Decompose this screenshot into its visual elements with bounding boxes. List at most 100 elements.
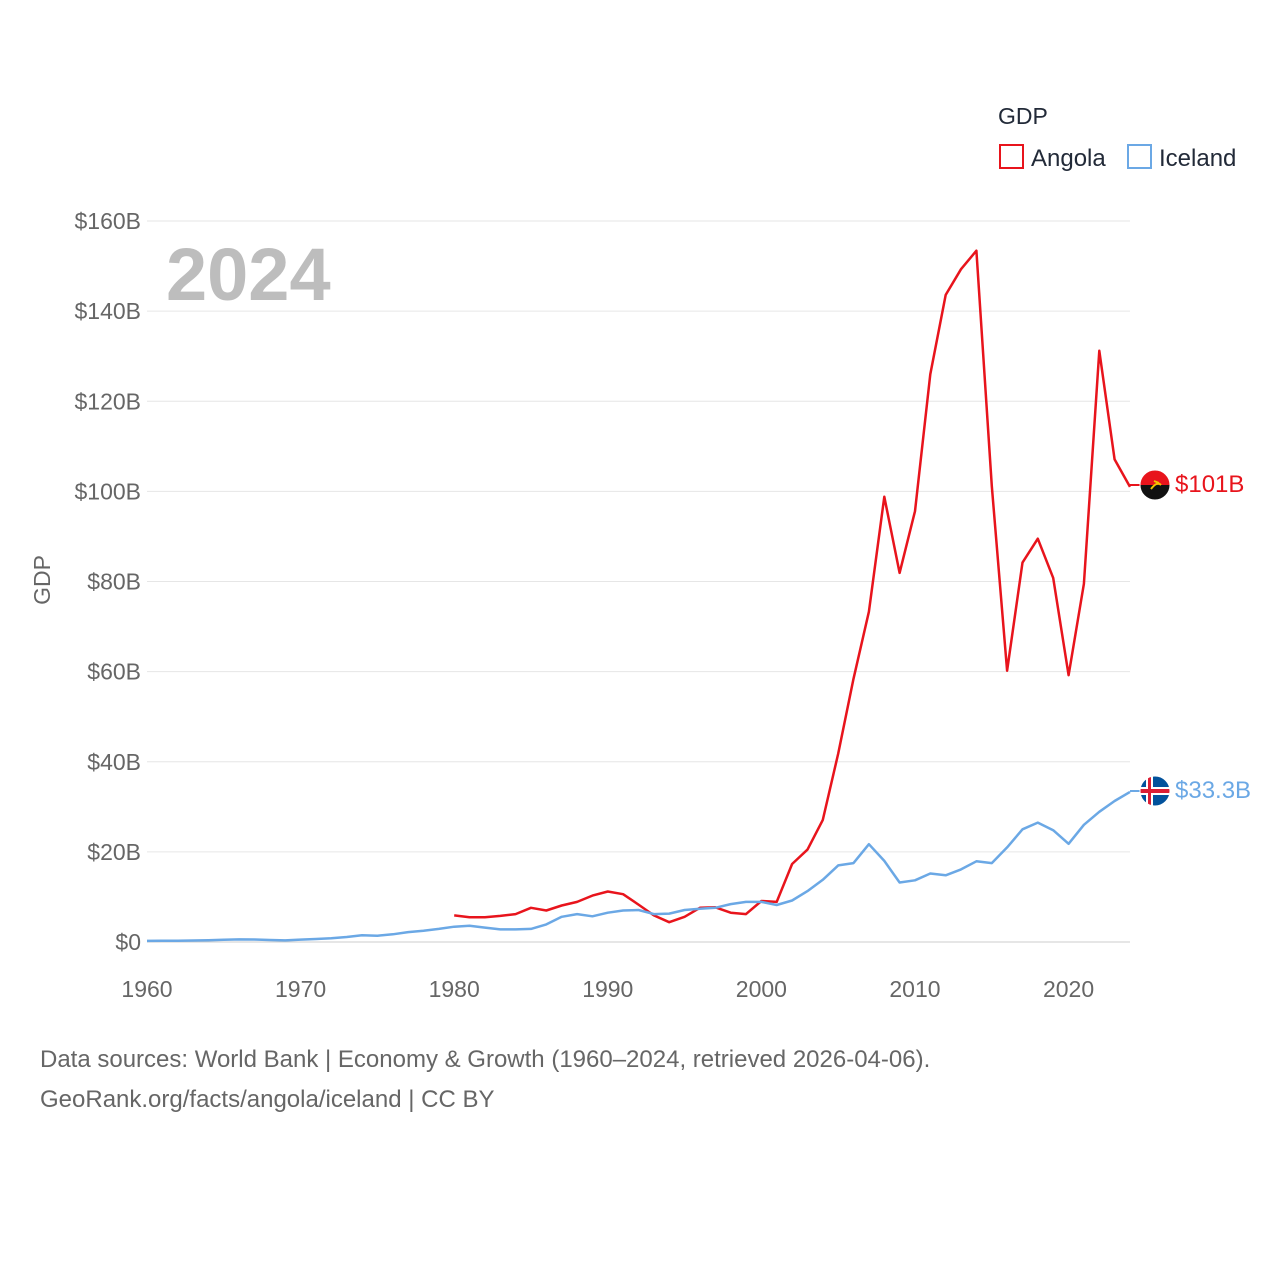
y-tick-label-60: $60B xyxy=(87,659,141,685)
data-point-iceland-2020 xyxy=(1067,843,1069,845)
data-point-iceland-1986 xyxy=(545,923,547,925)
data-point-iceland-1968 xyxy=(269,939,271,941)
y-tick-label-20: $20B xyxy=(87,839,141,865)
data-point-angola-1983 xyxy=(499,915,501,917)
data-point-iceland-1982 xyxy=(484,926,486,928)
data-point-iceland-2016 xyxy=(1006,846,1008,848)
x-axis-ticks: 1960 1970 1980 1990 2000 2010 2020 xyxy=(121,976,1094,1002)
data-point-iceland-2001 xyxy=(776,904,778,906)
data-point-angola-2001 xyxy=(776,901,778,903)
iceland-flag-ring xyxy=(1139,775,1171,807)
angola-end-label: $101B xyxy=(1175,471,1244,498)
angola-flag-ring xyxy=(1139,469,1171,501)
year-label: 2024 xyxy=(166,233,331,316)
data-point-iceland-1962 xyxy=(177,940,179,942)
x-tick-label-1960: 1960 xyxy=(121,976,172,1002)
y-axis-ticks: $0 $20B $40B $60B $80B $100B $120B $140B $160B xyxy=(74,208,141,955)
y-tick-label-160: $160B xyxy=(74,208,141,234)
data-point-angola-2002 xyxy=(791,863,793,865)
x-tick-label-1990: 1990 xyxy=(582,976,633,1002)
data-point-iceland-1971 xyxy=(315,938,317,940)
x-tick-label-2000: 2000 xyxy=(736,976,787,1002)
data-point-iceland-2009 xyxy=(898,881,900,883)
data-point-iceland-1995 xyxy=(683,909,685,911)
data-point-iceland-1970 xyxy=(299,938,301,940)
source-link-text[interactable]: GeoRank.org/facts/angola/iceland | CC BY xyxy=(40,1086,495,1113)
data-point-angola-2008 xyxy=(883,496,885,498)
data-point-iceland-2022 xyxy=(1098,811,1100,813)
data-point-iceland-1963 xyxy=(192,939,194,941)
data-point-angola-1999 xyxy=(745,913,747,915)
legend-item-iceland[interactable]: Iceland xyxy=(1127,144,1236,172)
data-point-iceland-1978 xyxy=(422,930,424,932)
data-point-iceland-1975 xyxy=(376,935,378,937)
data-point-angola-2013 xyxy=(960,268,962,270)
data-point-iceland-1993 xyxy=(653,913,655,915)
data-point-angola-1986 xyxy=(545,909,547,911)
data-point-iceland-2011 xyxy=(929,872,931,874)
data-point-iceland-2013 xyxy=(960,868,962,870)
data-point-iceland-1979 xyxy=(438,928,440,930)
data-point-iceland-1999 xyxy=(745,901,747,903)
data-point-angola-1982 xyxy=(484,916,486,918)
data-point-iceland-2003 xyxy=(806,890,808,892)
data-point-angola-1994 xyxy=(668,921,670,923)
x-tick-label-1970: 1970 xyxy=(275,976,326,1002)
data-point-angola-1992 xyxy=(637,903,639,905)
data-point-iceland-1987 xyxy=(561,916,563,918)
data-point-angola-2012 xyxy=(945,294,947,296)
y-tick-label-100: $100B xyxy=(74,478,141,504)
data-point-iceland-2007 xyxy=(868,843,870,845)
y-tick-label-140: $140B xyxy=(74,298,141,324)
iceland-flag-icon xyxy=(1140,776,1170,806)
data-point-iceland-1974 xyxy=(361,934,363,936)
data-point-iceland-1989 xyxy=(591,915,593,917)
data-point-angola-2004 xyxy=(822,819,824,821)
data-point-angola-2007 xyxy=(868,611,870,613)
data-point-angola-1984 xyxy=(514,913,516,915)
data-point-iceland-2019 xyxy=(1052,829,1054,831)
y-tick-label-80: $80B xyxy=(87,569,141,595)
data-point-iceland-1966 xyxy=(238,938,240,940)
data-point-iceland-2010 xyxy=(914,879,916,881)
data-point-angola-2023 xyxy=(1113,458,1115,460)
data-point-angola-2005 xyxy=(837,752,839,754)
data-point-iceland-1973 xyxy=(346,936,348,938)
x-tick-label-2010: 2010 xyxy=(889,976,940,1002)
data-point-angola-2022 xyxy=(1098,350,1100,352)
data-point-iceland-1992 xyxy=(637,909,639,911)
data-point-iceland-1969 xyxy=(284,939,286,941)
data-point-angola-2010 xyxy=(914,510,916,512)
data-point-iceland-1985 xyxy=(530,928,532,930)
data-point-iceland-2023 xyxy=(1113,800,1115,802)
y-tick-label-120: $120B xyxy=(74,388,141,414)
data-point-iceland-1998 xyxy=(730,903,732,905)
data-point-iceland-2021 xyxy=(1083,824,1085,826)
data-point-iceland-1972 xyxy=(330,937,332,939)
legend-swatch-angola xyxy=(999,144,1024,169)
data-point-iceland-2002 xyxy=(791,899,793,901)
data-point-iceland-1984 xyxy=(514,928,516,930)
legend-label-angola: Angola xyxy=(1031,145,1106,172)
data-point-angola-1987 xyxy=(561,904,563,906)
data-point-iceland-2015 xyxy=(991,862,993,864)
data-point-angola-1991 xyxy=(622,893,624,895)
data-point-angola-2021 xyxy=(1083,583,1085,585)
data-point-angola-1998 xyxy=(730,912,732,914)
data-point-angola-1989 xyxy=(591,894,593,896)
data-point-angola-2024 xyxy=(1129,486,1131,488)
data-point-angola-2014 xyxy=(975,250,977,252)
series-line-angola xyxy=(454,249,1132,924)
data-sources-text: Data sources: World Bank | Economy & Gro… xyxy=(40,1046,931,1073)
data-point-iceland-2008 xyxy=(883,860,885,862)
data-point-iceland-2012 xyxy=(945,874,947,876)
data-point-iceland-1960 xyxy=(146,940,148,942)
data-point-iceland-1961 xyxy=(161,940,163,942)
data-point-iceland-1965 xyxy=(223,939,225,941)
data-point-iceland-1983 xyxy=(499,928,501,930)
y-axis-title: GDP xyxy=(29,555,55,605)
legend-item-angola[interactable]: Angola xyxy=(999,144,1106,172)
data-point-angola-2018 xyxy=(1037,538,1039,540)
data-point-iceland-2014 xyxy=(975,860,977,862)
